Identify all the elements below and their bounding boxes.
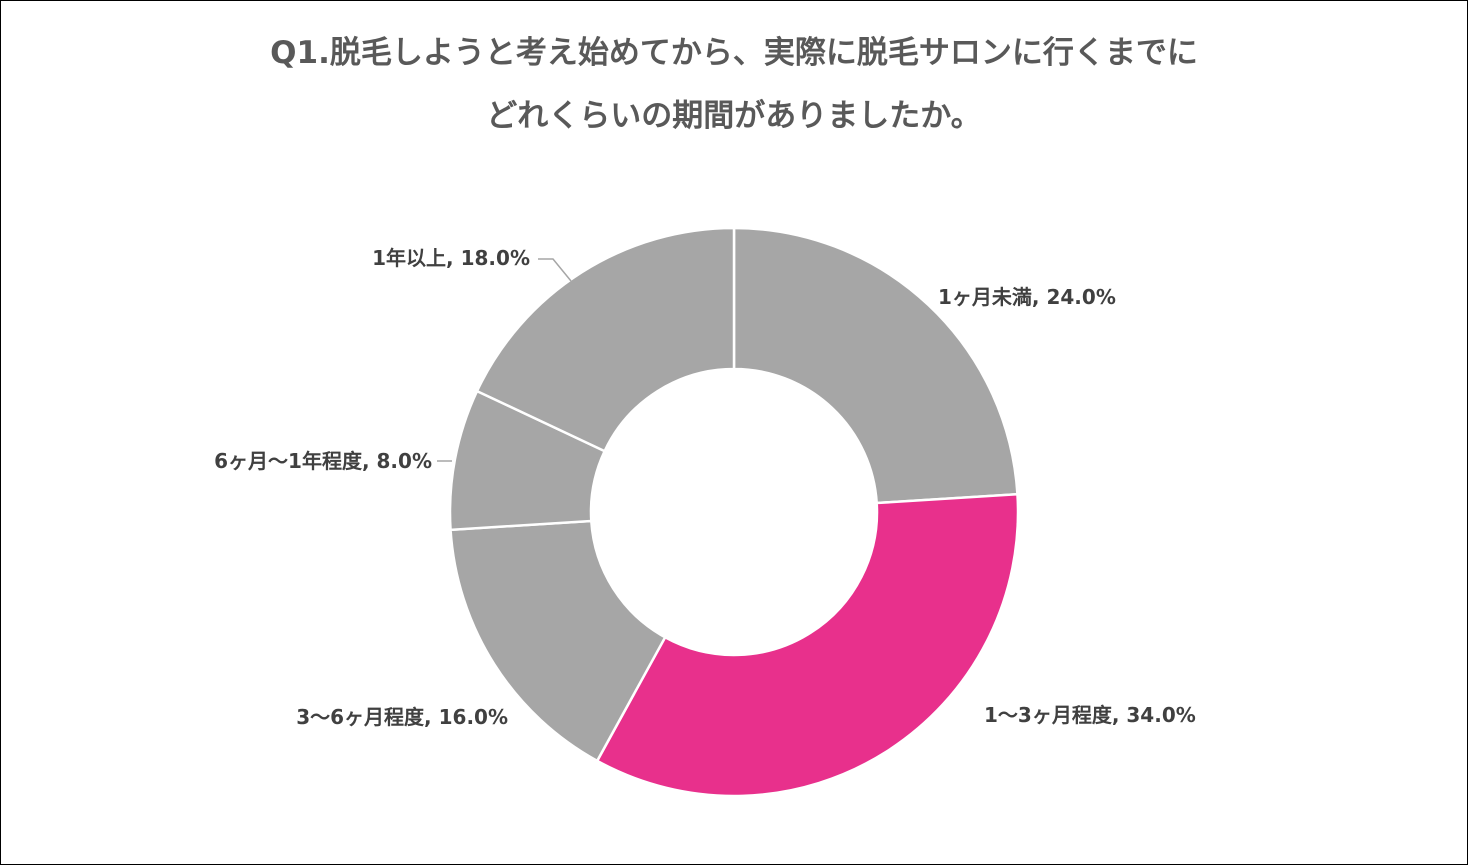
slice-2	[449, 519, 667, 763]
slice-label-1: 1〜3ヶ月程度, 34.0%	[984, 703, 1196, 727]
slice-4	[475, 226, 736, 453]
slice-label-0: 1ヶ月未満, 24.0%	[938, 285, 1116, 309]
chart-title: Q1.脱毛しようと考え始めてから、実際に脱毛サロンに行くまでに どれくらいの期間…	[0, 22, 1468, 148]
slice-label-4: 1年以上, 18.0%	[372, 246, 530, 270]
slice-1	[595, 492, 1020, 798]
slice-label-3: 6ヶ月〜1年程度, 8.0%	[214, 449, 432, 473]
chart-title-line-1: Q1.脱毛しようと考え始めてから、実際に脱毛サロンに行くまでに	[270, 35, 1198, 71]
slice-label-2: 3〜6ヶ月程度, 16.0%	[296, 705, 508, 729]
chart-title-line-2: どれくらいの期間がありましたか。	[486, 98, 982, 134]
leader-line-slice-4	[538, 258, 572, 282]
slice-0	[732, 226, 1019, 505]
